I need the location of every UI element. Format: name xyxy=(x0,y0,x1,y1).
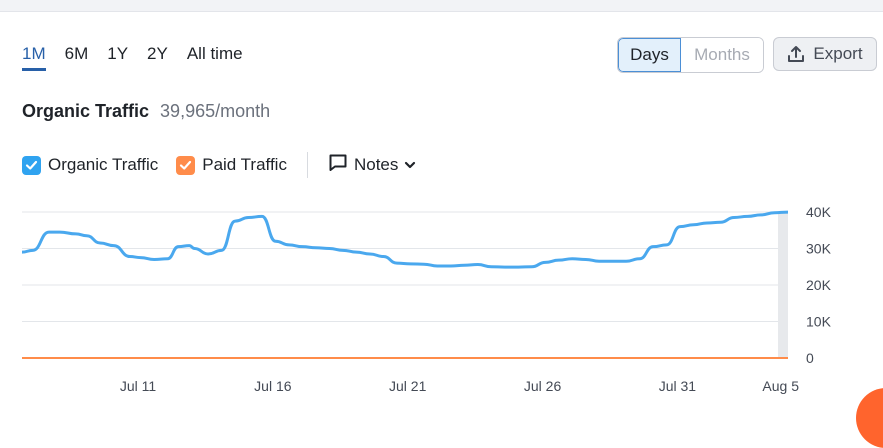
y-tick-label: 20K xyxy=(806,277,832,293)
notes-button[interactable]: Notes xyxy=(328,153,416,177)
metric-title: Organic Traffic xyxy=(22,101,150,121)
months-button[interactable]: Months xyxy=(681,38,763,72)
y-tick-label: 40K xyxy=(806,204,832,220)
x-tick-label: Jul 11 xyxy=(120,378,157,394)
comment-icon xyxy=(328,153,348,177)
y-tick-label: 30K xyxy=(806,241,832,257)
legend-divider xyxy=(306,152,308,178)
export-label: Export xyxy=(813,44,863,63)
metric-value: 39,965/month xyxy=(160,101,271,121)
y-axis-ticks: 40K 30K 20K 10K 0 xyxy=(806,204,832,366)
chart-legend: Organic Traffic Paid Traffic Notes xyxy=(22,152,416,178)
metric-headline: Organic Traffic 39,965/month xyxy=(22,101,270,122)
x-axis-ticks: Jul 11 Jul 16 Jul 21 Jul 26 Jul 31 Aug 5 xyxy=(120,378,799,394)
x-tick-label: Jul 31 xyxy=(659,378,697,394)
x-tick-label: Aug 5 xyxy=(762,378,799,394)
tab-all-time[interactable]: All time xyxy=(186,44,243,63)
granularity-toggle: Days Months xyxy=(617,37,764,73)
paid-checkbox-icon[interactable] xyxy=(176,155,196,175)
legend-organic-traffic[interactable]: Organic Traffic xyxy=(22,155,158,175)
legend-paid-traffic[interactable]: Paid Traffic xyxy=(176,155,287,175)
tab-1m[interactable]: 1M xyxy=(22,44,46,71)
tab-6m[interactable]: 6M xyxy=(64,44,89,63)
export-button[interactable]: Export xyxy=(773,37,877,71)
organic-legend-label: Organic Traffic xyxy=(48,155,159,174)
range-tabs: 1M 6M 1Y 2Y All time xyxy=(22,44,262,71)
organic-traffic-line xyxy=(21,210,789,269)
top-strip xyxy=(0,0,883,12)
x-tick-label: Jul 26 xyxy=(524,378,562,394)
chart-edge-handle[interactable] xyxy=(778,212,788,358)
organic-checkbox-icon[interactable] xyxy=(22,155,41,175)
paid-legend-label: Paid Traffic xyxy=(202,155,287,174)
chevron-down-icon xyxy=(404,155,416,175)
x-tick-label: Jul 21 xyxy=(389,378,427,394)
notes-label: Notes xyxy=(353,155,399,174)
days-button[interactable]: Days xyxy=(618,38,681,72)
export-icon xyxy=(787,45,805,63)
chart-series xyxy=(21,210,789,359)
tab-1y[interactable]: 1Y xyxy=(107,44,129,63)
x-tick-label: Jul 16 xyxy=(254,378,292,394)
tab-2y[interactable]: 2Y xyxy=(147,44,168,63)
y-tick-label: 0 xyxy=(806,350,814,366)
y-tick-label: 10K xyxy=(806,314,832,330)
